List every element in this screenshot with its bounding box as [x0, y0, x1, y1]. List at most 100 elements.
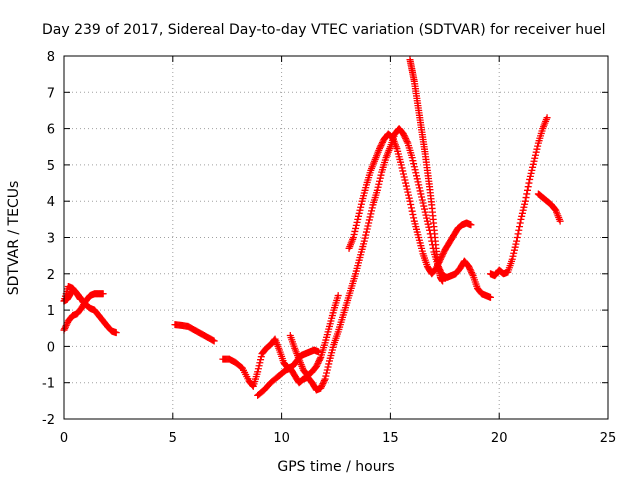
- data-point: [312, 362, 320, 370]
- data-point: [317, 384, 325, 392]
- data-point: [417, 190, 425, 198]
- data-point: [468, 269, 476, 277]
- data-point: [523, 186, 531, 194]
- data-point: [533, 145, 541, 153]
- data-point: [411, 166, 419, 174]
- data-point: [556, 217, 564, 225]
- data-point: [422, 211, 430, 219]
- data-point: [420, 202, 428, 210]
- data-point: [352, 221, 360, 229]
- data-point: [375, 180, 383, 188]
- data-point: [367, 210, 375, 218]
- data-point: [413, 175, 421, 183]
- data-point: [318, 381, 326, 389]
- data-point: [363, 225, 371, 233]
- data-point: [512, 240, 520, 248]
- data-point: [525, 179, 533, 187]
- data-point: [509, 252, 517, 260]
- data-point: [357, 200, 365, 208]
- data-point: [319, 380, 327, 388]
- data-point: [543, 114, 551, 122]
- data-point: [366, 213, 374, 221]
- data-point: [354, 212, 362, 220]
- series-arc-10: [486, 114, 551, 280]
- data-point: [376, 177, 384, 185]
- x-tick-label: 15: [382, 431, 399, 446]
- data-point: [524, 183, 532, 191]
- data-point: [414, 178, 422, 186]
- data-point: [255, 362, 263, 370]
- data-point: [465, 264, 473, 272]
- data-point: [511, 243, 519, 251]
- data-point: [399, 130, 407, 138]
- data-point: [515, 226, 523, 234]
- data-point: [518, 209, 526, 217]
- data-point: [402, 136, 410, 144]
- data-point: [315, 356, 323, 364]
- data-point: [526, 172, 534, 180]
- plot-frame: [63, 55, 609, 420]
- data-point: [357, 203, 365, 211]
- data-point: [412, 169, 420, 177]
- data-point: [529, 163, 537, 171]
- y-tick-label: 4: [47, 195, 55, 210]
- data-point: [354, 215, 362, 223]
- data-point: [486, 293, 494, 301]
- data-point: [413, 172, 421, 180]
- data-point: [523, 190, 531, 198]
- data-point: [402, 135, 410, 143]
- data-point: [402, 182, 410, 190]
- data-point: [423, 214, 431, 222]
- data-point: [368, 204, 376, 212]
- data-point: [468, 270, 476, 278]
- grid-lines: [64, 56, 608, 419]
- data-point: [530, 157, 538, 165]
- data-point: [376, 143, 384, 151]
- data-point: [256, 359, 264, 367]
- data-point: [397, 161, 405, 169]
- data-point: [439, 277, 447, 285]
- x-tick-label: 20: [491, 431, 508, 446]
- series-arc-11: [534, 190, 564, 225]
- data-point: [418, 196, 426, 204]
- y-tick-label: 0: [47, 340, 55, 355]
- data-point: [374, 183, 382, 191]
- data-point: [520, 203, 528, 211]
- data-point: [377, 171, 385, 179]
- data-point: [210, 337, 218, 345]
- data-point: [314, 359, 322, 367]
- data-point: [257, 356, 265, 364]
- series-arc-4: [171, 321, 218, 345]
- data-point: [61, 323, 69, 331]
- data-point: [61, 325, 69, 333]
- data-point: [424, 220, 432, 228]
- data-point: [362, 231, 370, 239]
- data-point: [351, 227, 359, 235]
- data-point: [465, 263, 473, 271]
- chart-title: Day 239 of 2017, Sidereal Day-to-day VTE…: [42, 22, 605, 38]
- data-point: [257, 353, 265, 361]
- data-point: [510, 249, 518, 257]
- data-point: [416, 187, 424, 195]
- y-tick-label: 7: [47, 86, 55, 101]
- data-point: [350, 230, 358, 238]
- series-arc-3: [60, 283, 120, 337]
- data-point: [112, 329, 120, 337]
- data-point: [373, 186, 381, 194]
- data-point: [361, 234, 369, 242]
- x-tick-label: 10: [273, 431, 290, 446]
- data-point: [531, 151, 539, 159]
- data-point: [517, 215, 525, 223]
- x-tick-label: 25: [600, 431, 617, 446]
- series-arc-9: [406, 56, 447, 285]
- data-point: [514, 230, 522, 238]
- data-point: [324, 363, 332, 371]
- y-tick-label: 8: [47, 50, 55, 65]
- data-point: [438, 252, 446, 260]
- data-point: [418, 193, 426, 201]
- data-point: [521, 197, 529, 205]
- data-point: [323, 369, 331, 377]
- data-point: [355, 209, 363, 217]
- data-point: [404, 188, 412, 196]
- data-point: [360, 237, 368, 245]
